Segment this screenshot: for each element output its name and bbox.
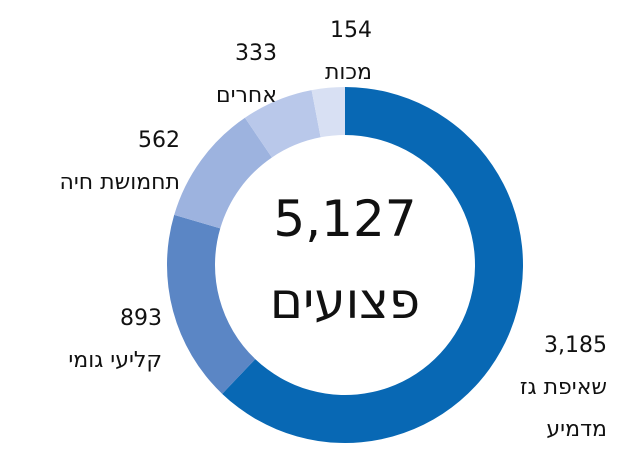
value-label: 893 [120, 306, 162, 331]
category-label: קליעי גומי [68, 348, 162, 373]
donut-segment [167, 214, 256, 394]
value-label: 154 [330, 18, 372, 43]
category-label: שאיפת גז מדמיע [519, 375, 607, 442]
value-label: 562 [138, 128, 180, 153]
category-label: אחרים [215, 83, 277, 108]
center-total: 5,127 [273, 190, 417, 248]
donut-segment [222, 87, 523, 443]
category-label: תחמושת חיה [59, 170, 180, 195]
center-label: פצועים [269, 272, 421, 330]
donut-segment [174, 117, 272, 229]
value-label: 333 [235, 41, 277, 66]
donut-segment [311, 87, 345, 138]
category-label: מכות [324, 60, 372, 85]
donut-segment [244, 90, 321, 158]
value-label: 3,185 [544, 333, 607, 358]
